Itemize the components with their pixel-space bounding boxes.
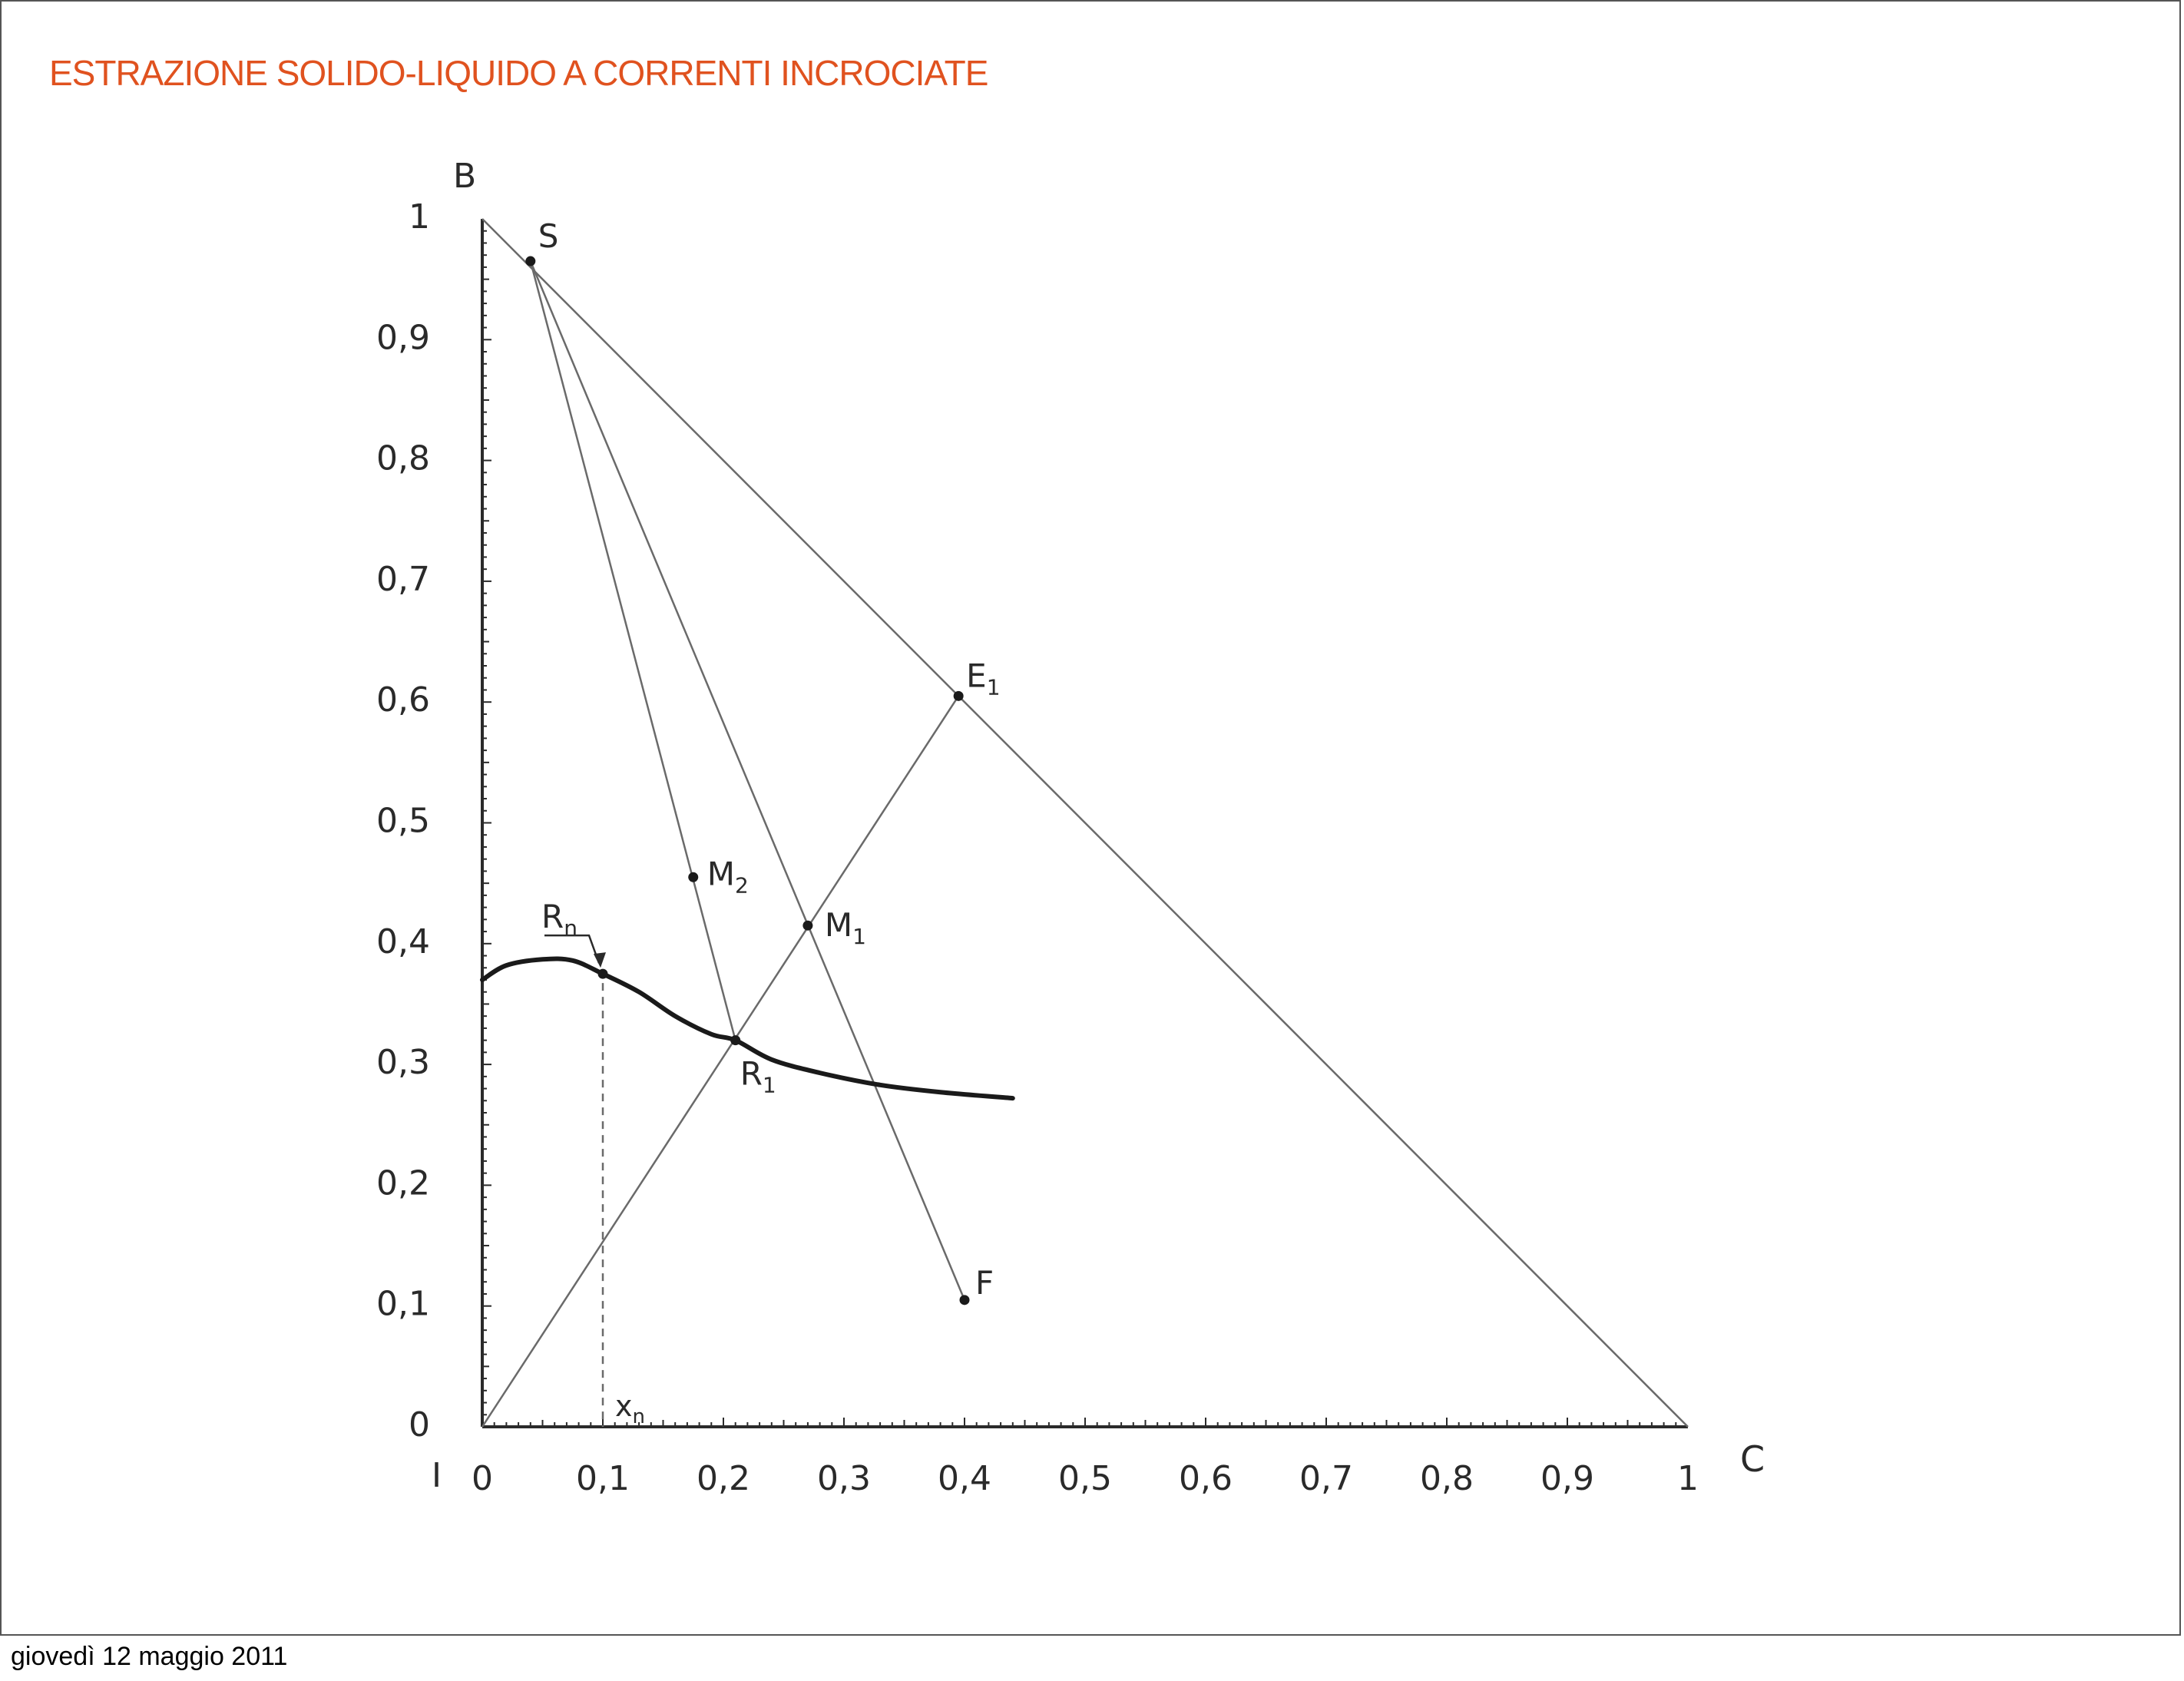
construction-line-s-r1 bbox=[529, 260, 736, 1041]
y-tick-label: 0,4 bbox=[376, 922, 430, 961]
x-tick-label: 0,7 bbox=[1299, 1459, 1353, 1498]
y-tick-label: 0,1 bbox=[376, 1285, 430, 1324]
footer-date: giovedì 12 maggio 2011 bbox=[11, 1642, 288, 1671]
underflow-curve bbox=[480, 956, 1015, 1101]
tie-line-origin-e1 bbox=[481, 695, 960, 1428]
slide-title: ESTRAZIONE SOLIDO-LIQUIDO A CORRENTI INC… bbox=[49, 53, 988, 93]
point-m2 bbox=[688, 872, 699, 882]
x-tick-label: 1 bbox=[1677, 1459, 1699, 1498]
point-f bbox=[959, 1295, 970, 1305]
rn-pointer-arrowhead bbox=[594, 952, 606, 968]
x-axis-label: C bbox=[1740, 1438, 1765, 1480]
y-tick-label: 0,6 bbox=[376, 680, 430, 720]
xn-label: xn bbox=[615, 1389, 645, 1428]
y-tick-label: 0,9 bbox=[376, 318, 430, 357]
origin-label: I bbox=[432, 1456, 442, 1495]
point-label-r1: R1 bbox=[740, 1055, 776, 1098]
point-m1 bbox=[802, 920, 813, 931]
point-e1 bbox=[953, 690, 964, 701]
point-label-f: F bbox=[975, 1264, 994, 1302]
point-s bbox=[525, 256, 536, 266]
y-tick-label: 0,2 bbox=[376, 1163, 430, 1203]
slide-frame: ESTRAZIONE SOLIDO-LIQUIDO A CORRENTI INC… bbox=[0, 0, 2181, 1636]
construction-line-s-f bbox=[529, 260, 966, 1301]
x-tick-label: 0,8 bbox=[1420, 1459, 1474, 1498]
hypotenuse-line bbox=[481, 218, 1689, 1428]
y-tick-label: 1 bbox=[409, 197, 430, 237]
point-label-s: S bbox=[538, 217, 559, 255]
y-tick-label: 0,5 bbox=[376, 802, 430, 841]
point-label-m2: M2 bbox=[707, 855, 749, 898]
point-label-m1: M1 bbox=[825, 906, 866, 949]
y-tick-label: 0,3 bbox=[376, 1043, 430, 1082]
x-tick-label: 0,5 bbox=[1058, 1459, 1112, 1498]
y-tick-label: 0 bbox=[409, 1405, 430, 1444]
y-axis-label: B bbox=[453, 157, 476, 196]
point-r1 bbox=[730, 1035, 741, 1046]
x-tick-label: 0,1 bbox=[576, 1459, 630, 1498]
x-tick-label: 0,6 bbox=[1179, 1459, 1233, 1498]
point-label-e1: E1 bbox=[966, 657, 1000, 700]
point-label-rn: Rn bbox=[541, 898, 577, 941]
x-tick-label: 0,4 bbox=[938, 1459, 991, 1498]
x-tick-label: 0,9 bbox=[1540, 1459, 1594, 1498]
x-tick-label: 0,2 bbox=[697, 1459, 750, 1498]
y-tick-label: 0,8 bbox=[376, 439, 430, 478]
x-tick-label: 0 bbox=[472, 1459, 493, 1498]
point-rn bbox=[597, 968, 608, 979]
y-tick-label: 0,7 bbox=[376, 560, 430, 599]
x-tick-label: 0,3 bbox=[817, 1459, 871, 1498]
